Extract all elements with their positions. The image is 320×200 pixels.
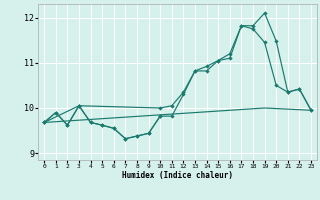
X-axis label: Humidex (Indice chaleur): Humidex (Indice chaleur)	[122, 171, 233, 180]
